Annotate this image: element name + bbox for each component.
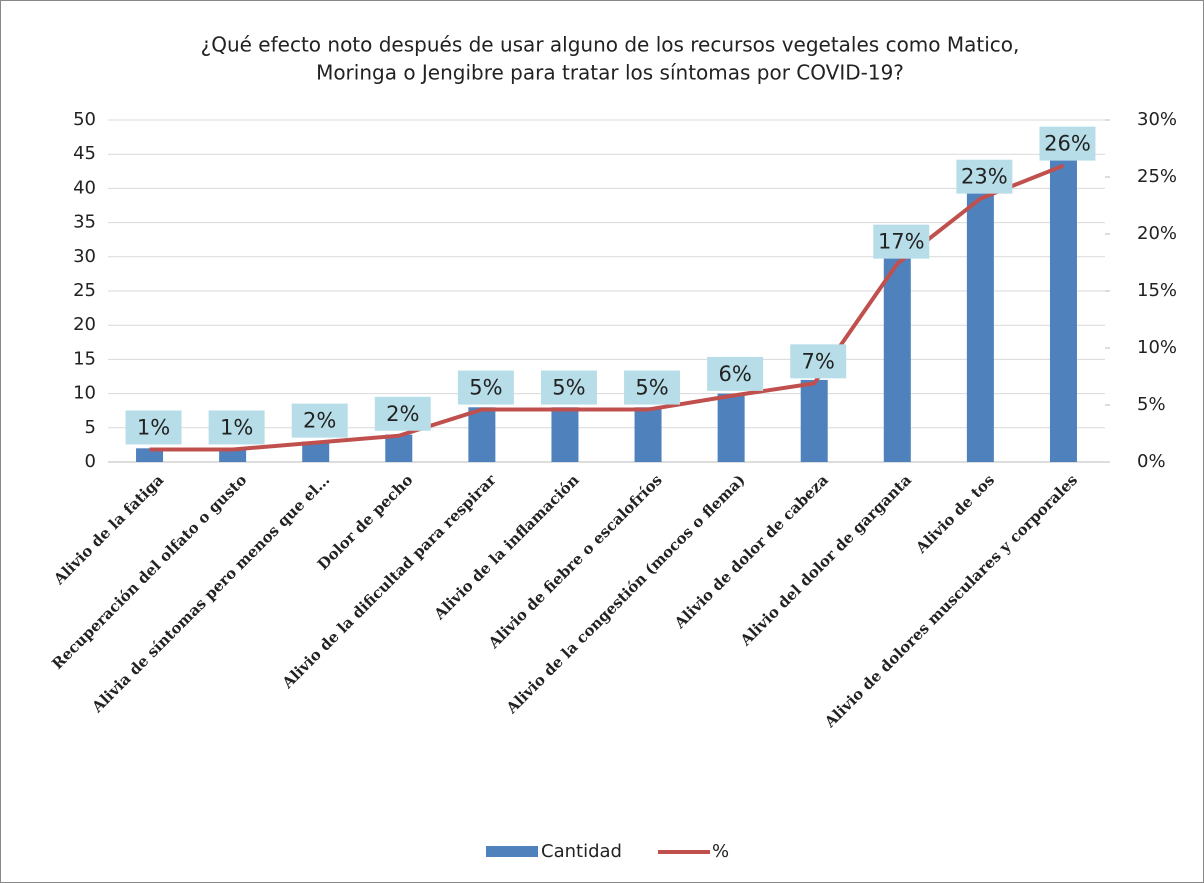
data-label: 23% bbox=[961, 165, 1008, 189]
y-tick-label: 10 bbox=[73, 383, 96, 404]
y-tick-label: 45 bbox=[73, 143, 96, 164]
data-label-box bbox=[125, 410, 182, 445]
y-tick-label: 0 bbox=[85, 451, 96, 472]
y2-tick-label: 10% bbox=[1137, 337, 1177, 358]
bar bbox=[800, 379, 828, 462]
data-label: 2% bbox=[303, 409, 336, 433]
legend-label: Cantidad bbox=[541, 841, 622, 862]
legend-label: % bbox=[712, 841, 729, 862]
bar bbox=[717, 393, 745, 462]
y2-tick-label: 15% bbox=[1137, 280, 1177, 301]
data-label: 5% bbox=[469, 376, 502, 400]
y-tick-label: 50 bbox=[73, 109, 96, 130]
data-label: 7% bbox=[802, 349, 835, 373]
chart-title: Moringa o Jengibre para tratar los sínto… bbox=[316, 61, 904, 85]
y-tick-label: 20 bbox=[73, 314, 96, 335]
y-tick-label: 25 bbox=[73, 280, 96, 301]
y2-tick-label: 0% bbox=[1137, 451, 1166, 472]
y-tick-label: 40 bbox=[73, 177, 96, 198]
bar bbox=[219, 448, 247, 462]
data-label: 2% bbox=[386, 402, 419, 426]
data-label: 1% bbox=[220, 415, 253, 439]
data-label-box bbox=[956, 159, 1013, 194]
y2-tick-label: 25% bbox=[1137, 166, 1177, 187]
bar bbox=[302, 441, 330, 462]
data-label-box bbox=[457, 370, 514, 405]
data-label-box bbox=[790, 344, 847, 379]
data-label-box bbox=[208, 410, 265, 445]
y-tick-label: 35 bbox=[73, 212, 96, 233]
y-tick-label: 5 bbox=[85, 417, 96, 438]
data-label-box bbox=[707, 356, 764, 391]
data-label-box bbox=[540, 370, 597, 405]
y-tick-label: 30 bbox=[73, 246, 96, 267]
data-label-box bbox=[624, 370, 681, 405]
legend-swatch bbox=[486, 846, 538, 857]
bar bbox=[1049, 154, 1077, 462]
y-tick-label: 15 bbox=[73, 348, 96, 369]
bar bbox=[883, 249, 911, 462]
y2-tick-label: 20% bbox=[1137, 223, 1177, 244]
data-label: 5% bbox=[635, 376, 668, 400]
bar bbox=[468, 407, 496, 462]
data-label: 1% bbox=[137, 415, 170, 439]
data-label-box bbox=[873, 224, 930, 259]
data-label: 26% bbox=[1044, 132, 1091, 156]
data-label: 17% bbox=[878, 230, 925, 254]
bar bbox=[634, 407, 662, 462]
data-label: 5% bbox=[552, 376, 585, 400]
data-label-box bbox=[1039, 126, 1096, 161]
bar bbox=[136, 448, 164, 462]
bar bbox=[385, 434, 413, 462]
data-label-box bbox=[374, 396, 431, 431]
data-label: 6% bbox=[718, 362, 751, 386]
data-label-box bbox=[291, 403, 348, 438]
bar bbox=[966, 188, 994, 462]
y2-tick-label: 5% bbox=[1137, 394, 1166, 415]
y2-tick-label: 30% bbox=[1137, 109, 1177, 130]
bar bbox=[551, 407, 579, 462]
chart-title: ¿Qué efecto noto después de usar alguno … bbox=[201, 33, 1020, 57]
